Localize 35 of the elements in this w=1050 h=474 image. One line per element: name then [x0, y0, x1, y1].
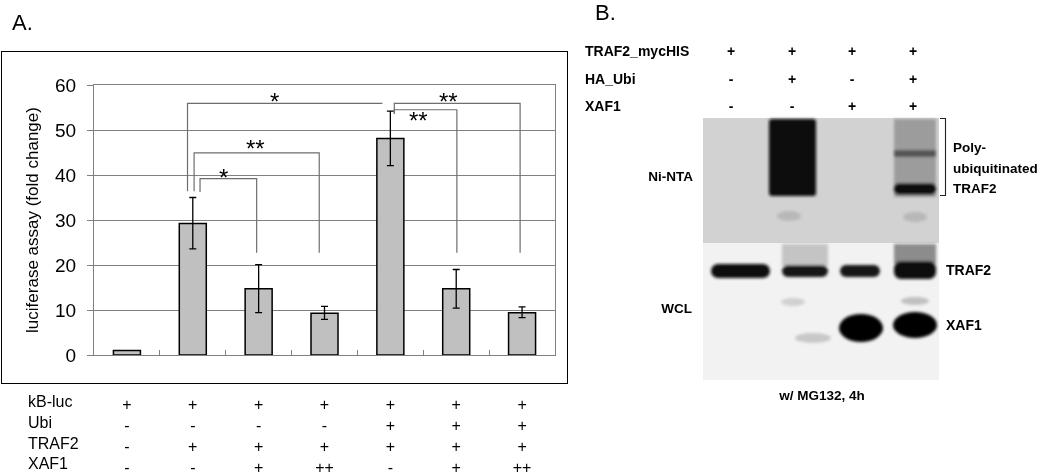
y-tick-label: 20: [55, 254, 77, 276]
text: TRAF2: [946, 262, 992, 278]
text: XAF1: [946, 317, 982, 333]
y-tick-label: 50: [55, 119, 77, 141]
x-tick-label: + + + +: [451, 396, 461, 474]
x-tick-label: + - + ++: [315, 396, 334, 474]
text: + + -: [787, 42, 797, 116]
y-tick-label: 30: [55, 209, 77, 231]
text: WCL: [661, 301, 692, 317]
text: + - +: [847, 42, 857, 116]
y-axis-title: luciferase assay (fold change): [22, 107, 42, 333]
chart-title: A.: [12, 9, 33, 35]
text: Poly- ubiquitinated TRAF2: [953, 139, 1038, 198]
text: w/ MG132, 4h: [779, 388, 865, 404]
bar: [112, 349, 142, 355]
text: B.: [595, 0, 616, 25]
x-tick-label: + - - -: [122, 396, 132, 474]
y-tick-label: 0: [65, 344, 77, 366]
text: TRAF2_mycHIS HA_Ubi XAF1: [585, 42, 690, 116]
text: kB-luc Ubi TRAF2 XAF1: [28, 393, 79, 473]
x-tick-label: + - + +: [253, 396, 264, 474]
text: Ni-NTA: [648, 169, 693, 185]
x-tick-label: + + + ++: [512, 396, 532, 474]
annotation: **: [246, 135, 265, 162]
annotation: **: [439, 88, 458, 115]
annotation: *: [270, 88, 280, 115]
y-tick-label: 60: [55, 74, 77, 96]
annotation: **: [409, 107, 428, 134]
annotation: *: [219, 164, 229, 191]
x-tick-label: + - + -: [188, 396, 198, 474]
text: + + +: [908, 42, 918, 116]
y-tick-label: 40: [55, 164, 77, 186]
x-tick-label: + + + -: [385, 396, 396, 474]
y-tick-label: 10: [55, 299, 77, 321]
text: + - -: [726, 42, 736, 116]
